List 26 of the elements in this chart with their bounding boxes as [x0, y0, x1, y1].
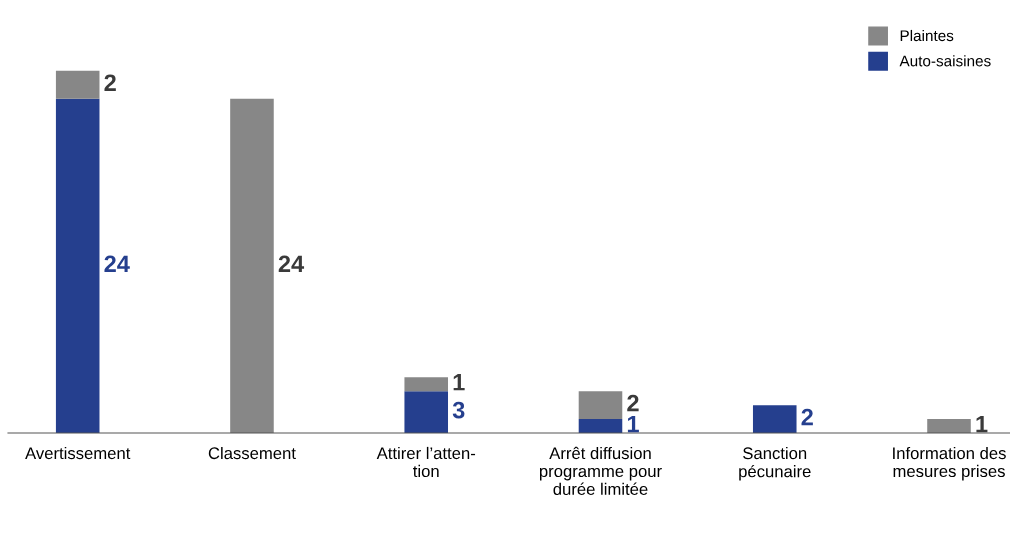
- data-label: 24: [104, 255, 130, 272]
- x-tick-label: Sanction pécunaire: [739, 446, 811, 481]
- bar: [404, 377, 449, 392]
- x-tick-label: Arrêt diffusion programme pour durée limitée: [539, 446, 662, 496]
- bar: [927, 419, 971, 433]
- bar: [230, 98, 274, 433]
- data-label: 2: [801, 408, 813, 426]
- data-label: 2: [104, 74, 116, 91]
- x-tick-label: Avertissement: [25, 446, 131, 460]
- bar: [578, 419, 623, 433]
- legend-label: Auto-saisines: [899, 55, 991, 67]
- x-tick-label: Classement: [208, 446, 296, 460]
- data-label: 2: [627, 394, 639, 412]
- data-label: 3: [452, 401, 465, 419]
- bar: [55, 98, 100, 433]
- bar: [404, 391, 449, 433]
- legend-label: Plaintes: [900, 29, 954, 42]
- data-label: 24: [278, 255, 305, 272]
- data-label: 1: [976, 415, 988, 433]
- bar: [55, 70, 100, 99]
- data-label: 1: [453, 374, 465, 391]
- x-tick-label: Information des mesures prises: [893, 446, 1006, 481]
- data-label: 1: [627, 415, 639, 433]
- bar: [752, 405, 797, 433]
- x-tick-label: Attirer l’atten- tion: [376, 446, 476, 478]
- bar: [578, 391, 623, 420]
